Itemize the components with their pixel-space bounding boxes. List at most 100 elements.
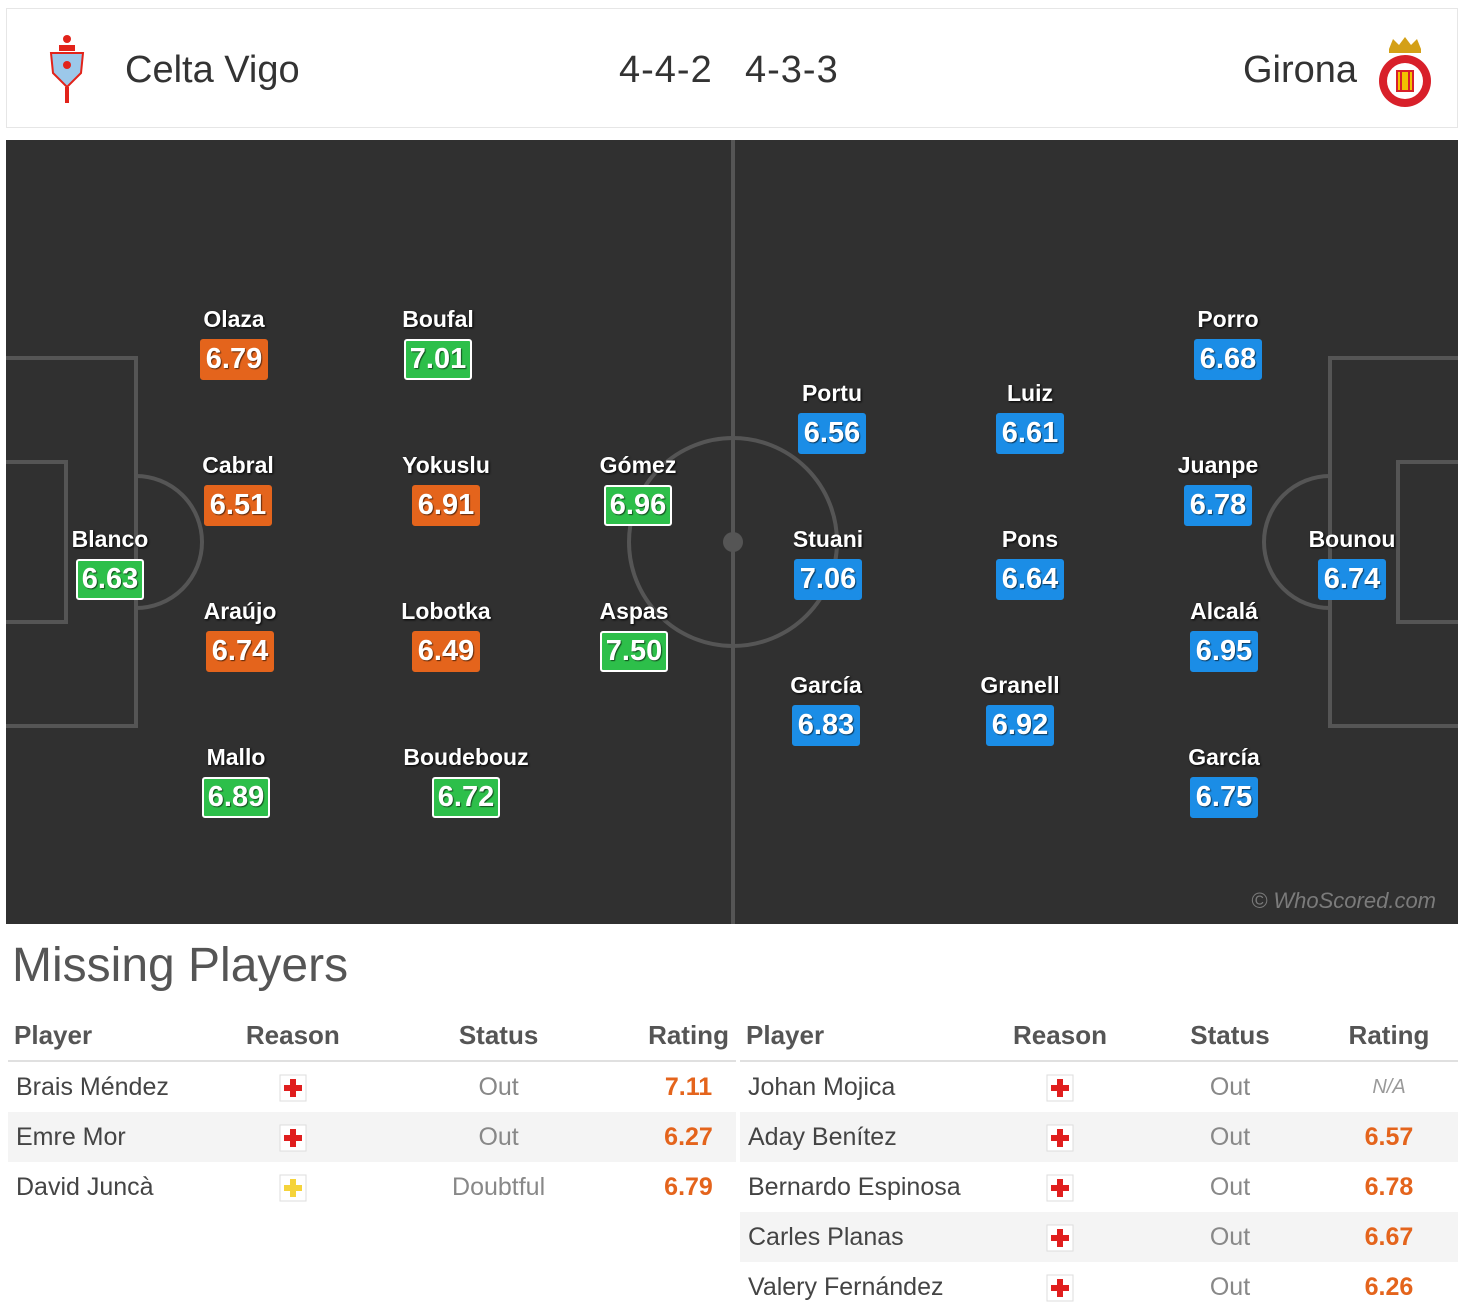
away-team-name[interactable]: Girona <box>1242 49 1357 91</box>
injury-red-cross-icon[interactable] <box>1046 1274 1074 1302</box>
player-name: Yokuslu <box>402 452 490 478</box>
home-team-name[interactable]: Celta Vigo <box>125 49 300 91</box>
player-marker[interactable]: Mallo 6.89 <box>156 744 316 818</box>
player-name: Olaza <box>203 306 265 332</box>
missing-player-name[interactable]: Carles Planas <box>740 1212 980 1262</box>
girona-crest-icon[interactable] <box>1375 35 1435 111</box>
column-header-reason: Reason <box>229 1010 357 1062</box>
injury-red-cross-icon[interactable] <box>1046 1074 1074 1102</box>
player-marker[interactable]: Luiz 6.61 <box>950 380 1110 454</box>
status-cell: Out <box>478 1072 519 1101</box>
player-marker[interactable]: Porro 6.68 <box>1148 306 1308 380</box>
status-cell: Out <box>1140 1212 1320 1262</box>
table-row: Bernardo Espinosa Out 6.78 <box>740 1162 1458 1212</box>
rating-cell: N/A <box>1372 1075 1406 1098</box>
player-marker[interactable]: Aspas 7.50 <box>554 598 714 672</box>
table-row: Emre Mor Out 6.27 <box>8 1112 736 1162</box>
player-name: Stuani <box>792 526 864 552</box>
status-cell: Doubtful <box>452 1172 546 1201</box>
reason-cell <box>230 1162 357 1212</box>
missing-player-name[interactable]: Aday Benítez <box>740 1112 980 1162</box>
player-name: Porro <box>1197 306 1259 332</box>
player-marker[interactable]: Bounou 6.74 <box>1272 526 1432 600</box>
reason-cell <box>980 1112 1140 1162</box>
status-cell: Out <box>1209 1072 1251 1101</box>
player-rating: 6.51 <box>203 485 273 526</box>
player-marker[interactable]: Pons 6.64 <box>950 526 1110 600</box>
player-name: Gómez <box>599 452 677 478</box>
column-header-status: Status <box>1140 1010 1320 1062</box>
player-rating: 6.89 <box>201 777 271 818</box>
status-cell: Out <box>1209 1172 1251 1201</box>
table-row: Valery Fernández Out 6.26 <box>740 1262 1458 1312</box>
player-marker[interactable]: Blanco 6.63 <box>30 526 190 600</box>
player-name: Araújo <box>203 598 277 624</box>
player-name: Boudebouz <box>403 744 529 770</box>
table-header-row: Player Reason Status Rating <box>8 1010 736 1062</box>
player-name: Boufal <box>402 306 474 332</box>
status-cell: Out <box>1209 1272 1251 1301</box>
player-name: Lobotka <box>401 598 491 624</box>
column-header-player: Player <box>8 1010 230 1062</box>
reason-cell <box>229 1112 357 1162</box>
injury-red-cross-icon[interactable] <box>1046 1174 1074 1202</box>
player-marker[interactable]: García 6.75 <box>1144 744 1304 818</box>
player-name: Juanpe <box>1177 452 1259 478</box>
player-rating: 6.83 <box>791 705 861 746</box>
missing-players-title: Missing Players <box>12 939 349 992</box>
player-rating: 6.75 <box>1189 777 1259 818</box>
player-marker[interactable]: Boudebouz 6.72 <box>386 744 546 818</box>
rating-cell: 6.26 <box>1364 1272 1414 1301</box>
player-rating: 6.92 <box>985 705 1055 746</box>
missing-player-name[interactable]: Johan Mojica <box>748 1072 896 1101</box>
player-rating: 7.50 <box>599 631 669 672</box>
player-marker[interactable]: Alcalá 6.95 <box>1144 598 1304 672</box>
player-name: Aspas <box>599 598 669 624</box>
table-row: Brais Méndez Out 7.11 <box>8 1061 736 1112</box>
player-marker[interactable]: Yokuslu 6.91 <box>366 452 526 526</box>
player-marker[interactable]: Araújo 6.74 <box>160 598 320 672</box>
rating-cell: 6.27 <box>641 1112 736 1162</box>
player-name: Luiz <box>1007 380 1053 406</box>
injury-red-cross-icon[interactable] <box>279 1074 307 1102</box>
rating-cell: 6.67 <box>1320 1212 1458 1262</box>
player-name: García <box>790 672 862 698</box>
player-rating: 6.64 <box>995 559 1065 600</box>
player-marker[interactable]: Granell 6.92 <box>940 672 1100 746</box>
player-marker[interactable]: Portu 6.56 <box>752 380 912 454</box>
player-rating: 6.96 <box>603 485 673 526</box>
player-marker[interactable]: Olaza 6.79 <box>154 306 314 380</box>
table-row: David Juncà Doubtful 6.79 <box>8 1162 736 1212</box>
player-marker[interactable]: Stuani 7.06 <box>748 526 908 600</box>
player-rating: 6.78 <box>1183 485 1253 526</box>
injury-red-cross-icon[interactable] <box>1046 1224 1074 1252</box>
injury-red-cross-icon[interactable] <box>1046 1124 1074 1152</box>
status-cell: Out <box>356 1112 642 1162</box>
player-name: Bounou <box>1308 526 1396 552</box>
celta-vigo-crest-icon[interactable] <box>45 33 89 103</box>
player-marker[interactable]: Gómez 6.96 <box>558 452 718 526</box>
missing-player-name[interactable]: Brais Méndez <box>16 1072 169 1101</box>
missing-player-name[interactable]: Emre Mor <box>8 1112 230 1162</box>
missing-player-name[interactable]: Valery Fernández <box>748 1272 944 1301</box>
player-marker[interactable]: Cabral 6.51 <box>158 452 318 526</box>
player-marker[interactable]: García 6.83 <box>746 672 906 746</box>
reason-cell <box>980 1212 1140 1262</box>
player-name: Blanco <box>71 526 149 552</box>
doubtful-yellow-cross-icon[interactable] <box>279 1174 307 1202</box>
player-marker[interactable]: Boufal 7.01 <box>358 306 518 380</box>
player-name: Cabral <box>202 452 274 478</box>
missing-player-name[interactable]: Bernardo Espinosa <box>748 1172 961 1201</box>
player-rating: 6.79 <box>199 339 269 380</box>
rating-cell: 6.79 <box>664 1172 713 1201</box>
reason-cell <box>980 1162 1140 1212</box>
missing-player-name[interactable]: David Juncà <box>16 1172 154 1201</box>
player-marker[interactable]: Lobotka 6.49 <box>366 598 526 672</box>
player-marker[interactable]: Juanpe 6.78 <box>1138 452 1298 526</box>
injury-red-cross-icon[interactable] <box>279 1124 307 1152</box>
player-rating: 6.74 <box>1317 559 1387 600</box>
player-rating: 6.91 <box>411 485 481 526</box>
table-row: Johan Mojica Out N/A <box>740 1061 1458 1112</box>
rating-cell: 6.78 <box>1364 1172 1414 1201</box>
player-rating: 7.06 <box>793 559 863 600</box>
